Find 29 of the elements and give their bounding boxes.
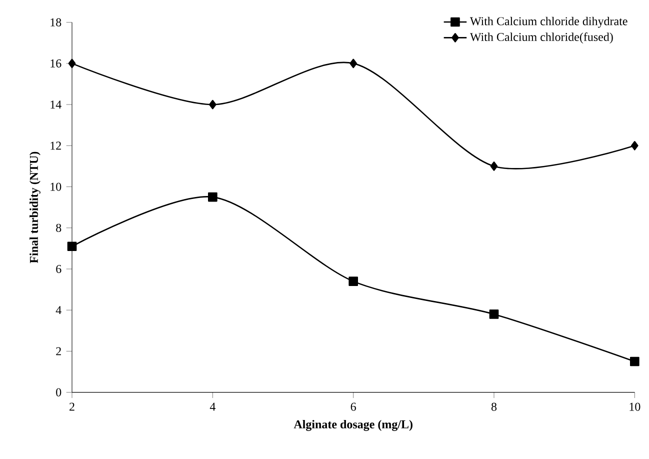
point — [208, 192, 218, 202]
point — [630, 140, 638, 150]
x-tick-label: 8 — [491, 402, 497, 411]
y-tick-label: 0 — [56, 388, 62, 396]
y-tick-label: 14 — [50, 100, 62, 109]
x-tick-label: 6 — [350, 402, 356, 411]
point — [489, 310, 499, 319]
x-tick-label: 2 — [70, 402, 74, 411]
y-tick-label: 12 — [50, 142, 61, 150]
x-axis-title: Alginate dosage (mg/L) — [294, 420, 412, 431]
legend-label: With Calcium chloride dihydrate — [470, 16, 628, 28]
point — [630, 356, 640, 366]
y-tick-label: 18 — [50, 18, 62, 26]
y-tick-label: 6 — [56, 264, 62, 274]
x-tick-label: 4 — [210, 402, 216, 411]
point — [67, 242, 77, 252]
point — [68, 58, 76, 68]
y-tick-label: 10 — [50, 182, 62, 191]
point — [350, 58, 358, 68]
point — [490, 162, 498, 171]
y-tick-label: 8 — [56, 224, 62, 232]
y-tick-label: 2 — [56, 347, 61, 356]
y-tick-label: 4 — [56, 306, 62, 314]
y-tick-label: 16 — [50, 59, 62, 68]
point — [209, 100, 216, 110]
legend-label: With Calcium chloride(fused) — [470, 32, 613, 44]
y-axis-title: Final turbidity (NTU) — [30, 152, 40, 264]
x-tick-label: 10 — [630, 402, 640, 411]
point — [348, 276, 358, 286]
